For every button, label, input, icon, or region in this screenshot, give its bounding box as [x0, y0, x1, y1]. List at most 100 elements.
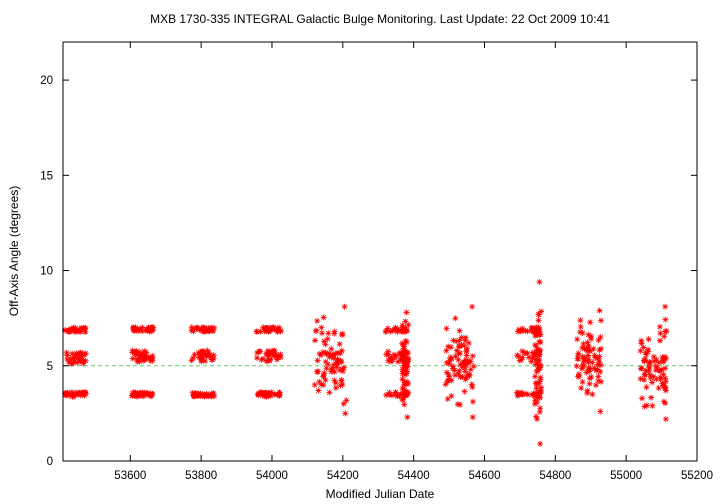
data-point — [271, 349, 278, 356]
data-point — [596, 307, 603, 314]
data-point — [517, 328, 524, 335]
data-point — [458, 341, 465, 348]
data-point — [453, 347, 460, 354]
data-point — [534, 331, 541, 338]
data-point — [531, 328, 538, 335]
data-point — [574, 336, 581, 343]
data-point — [318, 330, 325, 337]
data-point — [641, 403, 648, 410]
data-point — [326, 354, 333, 361]
data-point — [313, 327, 320, 334]
data-point — [578, 385, 585, 392]
data-point — [455, 370, 462, 377]
data-point — [645, 346, 652, 353]
data-point — [648, 394, 655, 401]
data-point — [400, 353, 407, 360]
data-point — [190, 355, 197, 362]
data-point — [531, 400, 538, 407]
data-point — [336, 367, 343, 374]
data-point — [519, 354, 526, 361]
data-point — [254, 349, 261, 356]
data-point — [394, 328, 401, 335]
data-point — [652, 363, 659, 370]
data-point — [399, 340, 406, 347]
data-point — [662, 375, 669, 382]
data-point — [653, 356, 660, 363]
x-tick-label: 54200 — [327, 470, 359, 482]
data-point — [529, 328, 536, 335]
data-point — [71, 357, 78, 364]
data-point — [207, 325, 214, 332]
data-point — [580, 340, 587, 347]
data-point — [318, 352, 325, 359]
data-point — [65, 359, 72, 366]
data-point — [259, 392, 266, 399]
data-point — [657, 367, 664, 374]
data-point — [456, 337, 463, 344]
axis-ticks: 0 5 10 15 20 53600 53800 54000 54200 54400 54600 54… — [40, 42, 713, 482]
data-point — [577, 329, 584, 336]
data-point — [68, 355, 75, 362]
data-point — [535, 324, 542, 331]
data-point — [464, 371, 471, 378]
data-point — [260, 324, 267, 331]
x-tick-label: 54800 — [539, 470, 571, 482]
data-point — [660, 382, 667, 389]
data-point — [385, 348, 392, 355]
data-point — [536, 338, 543, 345]
data-point — [71, 354, 78, 361]
data-point — [444, 378, 451, 385]
plot-area — [61, 278, 697, 447]
data-point — [399, 324, 406, 331]
data-point — [129, 355, 136, 362]
data-point — [400, 394, 407, 401]
data-point — [149, 355, 156, 362]
data-point — [643, 402, 650, 409]
data-point — [469, 398, 476, 405]
data-point — [144, 390, 151, 397]
data-point — [583, 369, 590, 376]
data-point — [597, 368, 604, 375]
y-tick-label: 5 — [47, 361, 53, 373]
data-point — [573, 363, 580, 370]
data-point — [642, 349, 649, 356]
data-point — [655, 359, 662, 366]
data-point — [536, 408, 543, 415]
data-point — [136, 326, 143, 333]
data-point — [383, 351, 390, 358]
data-point — [661, 333, 668, 340]
data-point — [442, 381, 449, 388]
data-point — [322, 341, 329, 348]
data-point — [660, 355, 667, 362]
data-point — [334, 356, 341, 363]
data-point — [142, 356, 149, 363]
data-point — [211, 324, 218, 331]
x-tick-label: 53800 — [185, 470, 217, 482]
data-point — [469, 414, 476, 421]
data-point — [650, 353, 657, 360]
data-point — [338, 359, 345, 366]
data-point — [588, 335, 595, 342]
data-point — [403, 360, 410, 367]
data-point — [537, 362, 544, 369]
data-point — [647, 374, 654, 381]
data-point — [257, 389, 264, 396]
data-point — [448, 392, 455, 399]
data-point — [586, 348, 593, 355]
data-point — [270, 352, 277, 359]
data-point — [264, 325, 271, 332]
data-point — [401, 401, 408, 408]
data-point — [639, 395, 646, 402]
data-point — [638, 340, 645, 347]
data-point — [208, 354, 215, 361]
data-point — [447, 354, 454, 361]
data-point — [535, 357, 542, 364]
data-point — [592, 382, 599, 389]
data-point — [257, 348, 264, 355]
data-point — [657, 376, 664, 383]
data-point — [399, 376, 406, 383]
data-point — [589, 359, 596, 366]
data-point — [389, 392, 396, 399]
data-point — [265, 350, 272, 357]
